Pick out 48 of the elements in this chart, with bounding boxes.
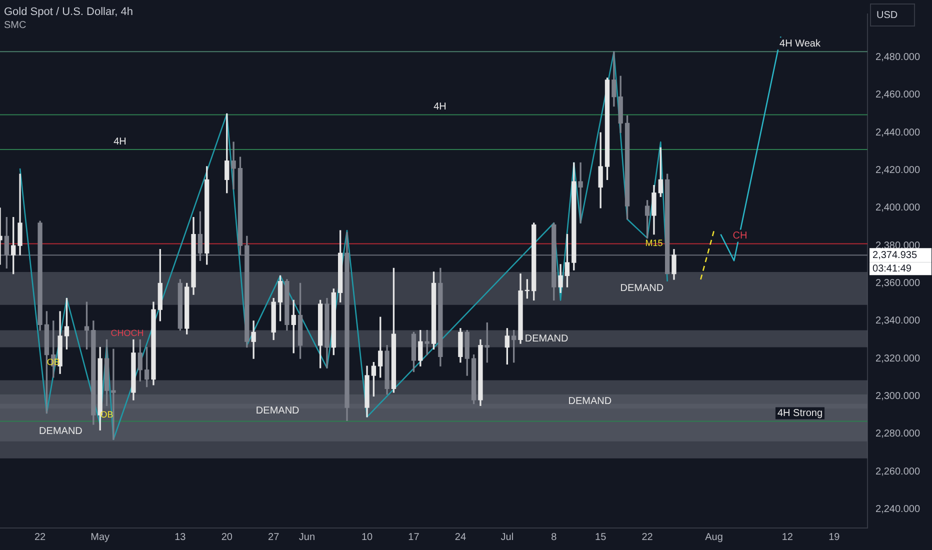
y-tick-label: 2,240.000 [876, 504, 920, 515]
band-label: DEMAND [568, 396, 612, 408]
y-tick-label: 2,460.000 [876, 90, 920, 101]
y-tick-label: 2,360.000 [876, 278, 920, 289]
x-tick-label: Jun [298, 532, 316, 543]
y-tick-label: 2,320.000 [876, 353, 920, 364]
candlestick [111, 348, 116, 440]
x-tick-label: 24 [454, 532, 466, 543]
chart-title: Gold Spot / U.S. Dollar, 4h [4, 6, 134, 18]
x-tick-label: 12 [782, 532, 794, 543]
annotation: CHOCH [110, 328, 144, 338]
ref-line-label: 4H Weak [780, 38, 822, 50]
candlestick [231, 142, 236, 190]
x-tick-label: 13 [174, 532, 186, 543]
ref-line-label: 4H [114, 136, 126, 148]
y-tick-label: 2,440.000 [876, 127, 920, 138]
x-tick-label: 22 [34, 532, 46, 543]
text: USD [876, 10, 898, 21]
x-tick-label: 15 [595, 532, 607, 543]
x-tick-label: 10 [361, 532, 374, 543]
ref-line-label: 2,374.935 [872, 250, 918, 261]
x-tick-label: 8 [551, 532, 558, 543]
x-tick-label: 27 [268, 532, 280, 543]
x-tick-label: 20 [221, 532, 233, 543]
y-tick-label: 2,340.000 [876, 316, 920, 327]
annotation: OB [46, 356, 60, 367]
band-label: DEMAND [39, 426, 82, 437]
band-label: DEMAND [524, 334, 568, 345]
candlestick [578, 162, 583, 224]
text: SMC [4, 20, 26, 31]
x-tick-label: Jul [500, 532, 514, 543]
y-tick-label: 2,420.000 [876, 165, 920, 176]
x-tick-label: 19 [828, 532, 840, 543]
band-label: DEMAND [620, 283, 664, 294]
x-tick-label: 22 [642, 532, 654, 543]
ref-line-label: 4H Strong [777, 408, 823, 419]
y-tick-label: 2,260.000 [876, 466, 920, 478]
x-tick-label: 17 [408, 532, 420, 543]
x-tick-label: Aug [705, 532, 723, 543]
y-tick-label: 2,400.000 [876, 202, 920, 214]
ref-line-label: CH [732, 230, 748, 242]
band-label: DEMAND [256, 406, 300, 417]
y-tick-label: 2,300.000 [876, 390, 920, 402]
x-tick-label: May [90, 532, 110, 543]
text: 03:41:49 [872, 263, 912, 274]
y-tick-label: 2,480.000 [876, 52, 920, 64]
y-tick-label: 2,280.000 [876, 428, 920, 440]
ref-line-label: 4H [434, 101, 446, 112]
